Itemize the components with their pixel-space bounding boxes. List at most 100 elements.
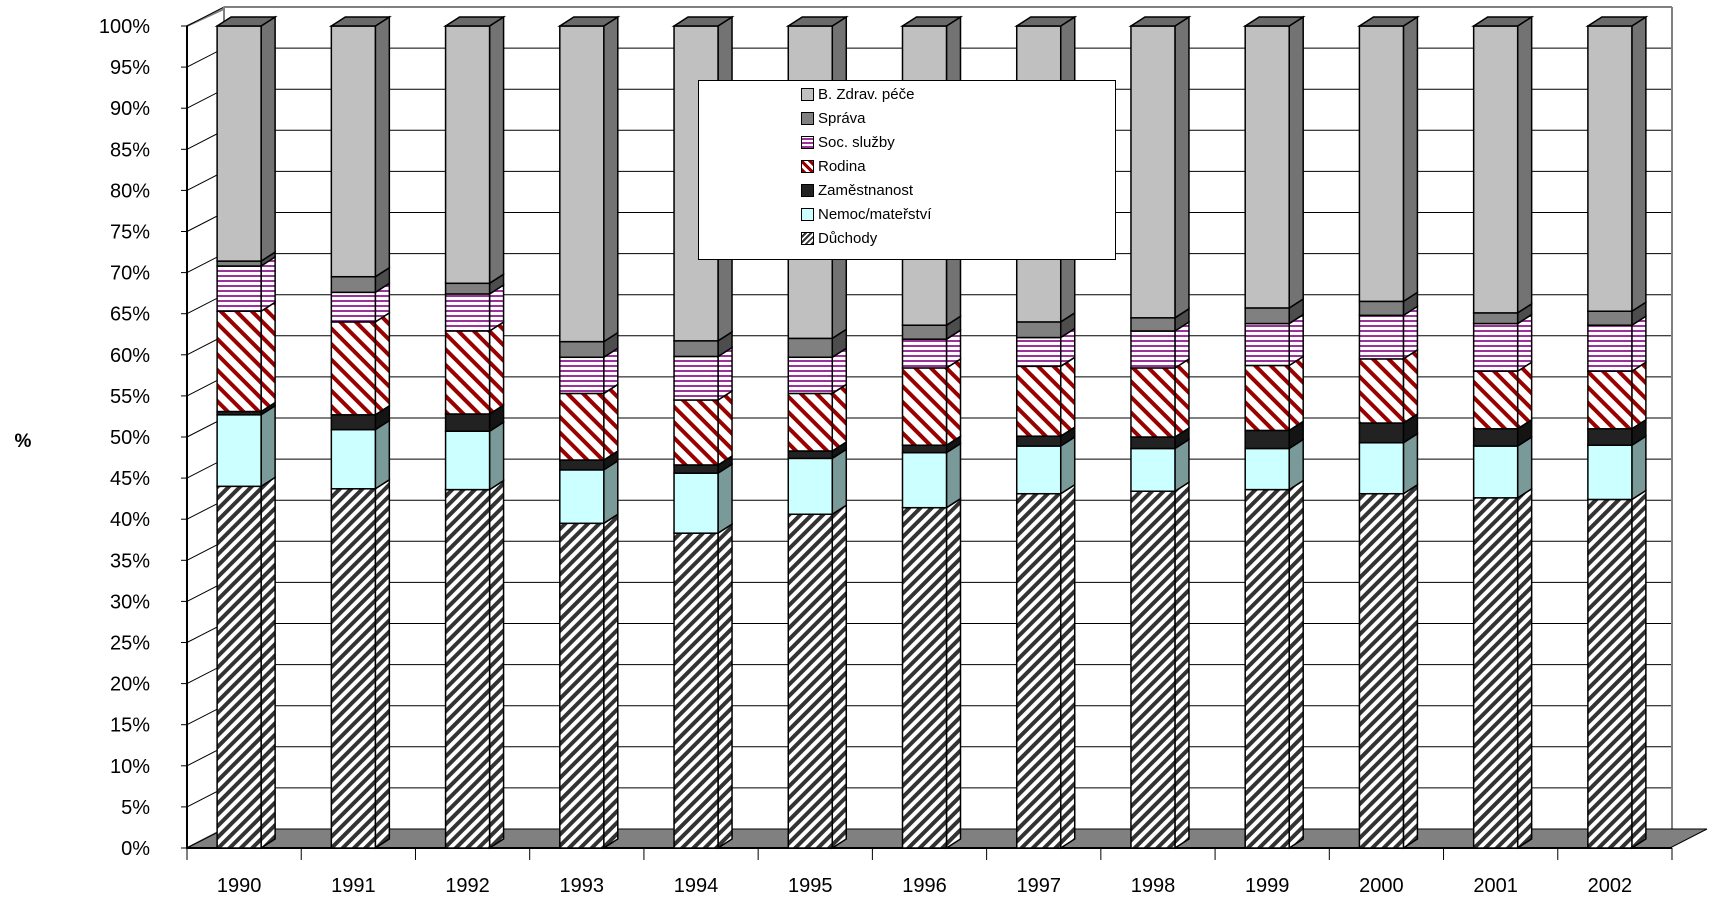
bar-top-1993 [557, 16, 621, 27]
bar-segment-1990-0 [216, 485, 262, 849]
bar-side-1995-1 [831, 447, 848, 516]
bar-segment-2000-1 [1358, 442, 1405, 495]
bar-segment-1994-2 [673, 464, 719, 474]
bar-side-2002-0 [1631, 489, 1647, 850]
bar-segment-1995-5 [787, 337, 834, 359]
y-tick-label: 15% [110, 715, 150, 737]
bar-side-1993-1 [603, 459, 619, 525]
bar-top-1991 [328, 16, 392, 27]
legend-swatch-rodina [801, 159, 814, 173]
bar-segment-1991-3 [330, 321, 377, 416]
bar-segment-1999-2 [1244, 429, 1290, 450]
bar-side-1995-0 [831, 503, 848, 850]
y-tick-label: 60% [110, 345, 150, 367]
bar-side-1998-6 [1174, 15, 1190, 320]
bar-segment-1994-0 [673, 532, 719, 849]
bar-side-1992-3 [488, 320, 505, 416]
bar-segment-1997-1 [1015, 445, 1062, 495]
bar-top-2001 [1471, 16, 1535, 27]
bar-side-2001-3 [1516, 360, 1533, 431]
bar-side-1990-3 [260, 300, 276, 413]
bar-segment-1998-2 [1130, 436, 1176, 450]
bar-side-2002-1 [1631, 434, 1647, 501]
chart-legend: B. Zdrav. péče Správa Soc. služby Rodina… [698, 80, 1116, 260]
bar-side-2000-3 [1402, 348, 1419, 425]
bar-side-2001-0 [1516, 487, 1533, 850]
bar-segment-1991-6 [330, 25, 377, 278]
bar-side-2001-6 [1516, 15, 1533, 315]
bar-segment-2001-1 [1472, 445, 1519, 499]
y-tick-label: 40% [110, 509, 150, 531]
y-tick-label: 75% [110, 222, 150, 244]
bar-side-1998-3 [1174, 357, 1190, 439]
legend-swatch-zamestnanost [801, 183, 814, 197]
x-tick-label: 1994 [674, 875, 719, 897]
bar-segment-2000-6 [1358, 25, 1405, 303]
bar-segment-1998-3 [1130, 367, 1176, 438]
bar-segment-2002-1 [1587, 444, 1633, 501]
bar-segment-1998-4 [1130, 330, 1176, 369]
y-axis-title: % [15, 431, 32, 452]
bar-side-1996-0 [945, 497, 962, 850]
bar-segment-1997-4 [1015, 336, 1062, 368]
bar-top-1997 [1014, 16, 1078, 27]
legend-swatch-duchody [801, 231, 814, 245]
bar-segment-1992-5 [444, 282, 491, 295]
legend-label-zdrav: B. Zdrav. péče [818, 85, 915, 103]
bar-segment-1996-2 [901, 444, 948, 454]
bar-segment-1992-6 [444, 25, 491, 285]
bar-side-1990-0 [260, 475, 276, 850]
bar-side-1991-1 [374, 419, 391, 491]
bar-side-1994-1 [717, 462, 733, 535]
bar-side-1996-1 [945, 442, 962, 510]
bar-segment-1996-4 [901, 338, 948, 369]
bar-segment-1993-5 [559, 340, 605, 359]
bar-segment-1993-4 [559, 356, 605, 395]
x-tick-label: 1997 [1016, 875, 1061, 897]
bar-segment-1996-5 [901, 324, 948, 340]
bar-segment-1995-1 [787, 457, 834, 516]
x-tick-label: 2001 [1473, 875, 1518, 897]
y-tick-label: 30% [110, 591, 150, 613]
bar-side-1991-0 [374, 478, 391, 850]
bar-segment-1991-0 [330, 488, 377, 849]
bar-top-1998 [1128, 16, 1192, 27]
bar-side-1991-6 [374, 15, 391, 279]
bar-segment-1995-3 [787, 392, 834, 452]
y-tick-label: 50% [110, 427, 150, 449]
x-tick-label: 2000 [1359, 875, 1404, 897]
bar-segment-1999-3 [1244, 364, 1290, 432]
bar-side-2002-6 [1631, 15, 1647, 313]
bar-segment-2000-2 [1358, 422, 1405, 444]
bar-segment-2001-4 [1472, 322, 1519, 372]
legend-item-duchody: Důchody [801, 228, 877, 248]
bar-segment-2002-3 [1587, 370, 1633, 430]
bar-top-2000 [1356, 16, 1420, 27]
bar-segment-1996-1 [901, 451, 948, 509]
legend-swatch-soc-sluzby [801, 135, 814, 149]
bar-top-1992 [443, 16, 507, 27]
bar-side-1999-0 [1288, 479, 1304, 850]
y-tick-label: 95% [110, 57, 150, 79]
bar-side-1992-1 [488, 420, 505, 491]
x-tick-label: 1990 [217, 875, 262, 897]
y-tick-label: 90% [110, 98, 150, 120]
y-tick-label: 70% [110, 263, 150, 285]
bar-segment-1992-4 [444, 293, 491, 332]
bar-segment-1999-0 [1244, 488, 1290, 849]
bar-segment-2001-0 [1472, 497, 1519, 849]
legend-label-nemoc: Nemoc/mateřství [818, 205, 932, 223]
bar-segment-1992-2 [444, 413, 491, 432]
bar-segment-1991-5 [330, 275, 377, 294]
y-tick-label: 10% [110, 756, 150, 778]
bar-segment-2002-5 [1587, 310, 1633, 326]
bar-side-1991-3 [374, 311, 391, 417]
legend-item-zamestnanost: Zaměstnanost [801, 180, 913, 200]
bar-side-1990-1 [260, 404, 276, 488]
bar-side-2000-0 [1402, 483, 1419, 850]
y-tick-label: 65% [110, 304, 150, 326]
x-tick-label: 1996 [902, 875, 947, 897]
bar-side-1997-0 [1059, 483, 1076, 850]
legend-item-nemoc: Nemoc/mateřství [801, 204, 931, 224]
